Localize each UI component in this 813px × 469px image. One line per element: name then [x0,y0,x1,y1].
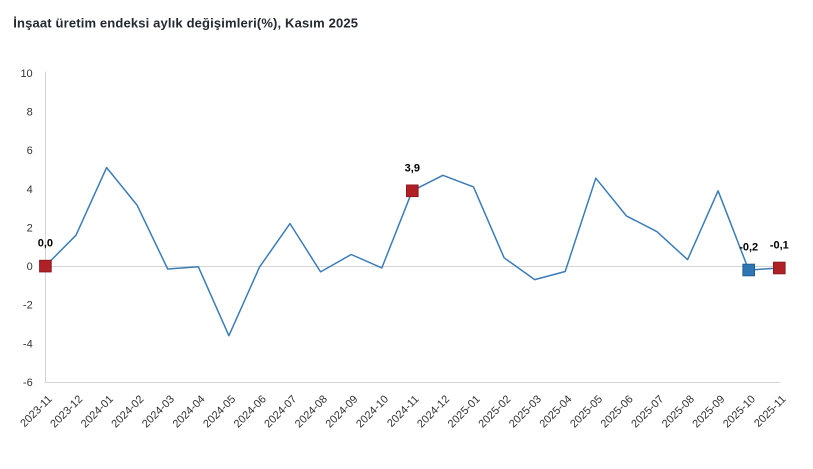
svg-text:İnşaat üretim endeksi aylık de: İnşaat üretim endeksi aylık değişimleri(… [13,16,358,31]
svg-text:4: 4 [27,184,33,196]
svg-text:-4: -4 [23,338,33,350]
svg-text:0: 0 [27,261,33,273]
svg-text:6: 6 [27,145,33,157]
svg-text:-0,2: -0,2 [739,242,758,254]
svg-text:10: 10 [20,68,32,80]
svg-text:-2: -2 [23,300,33,312]
svg-text:-6: -6 [23,377,33,389]
svg-text:2: 2 [27,223,33,235]
svg-text:8: 8 [27,107,33,119]
svg-text:-0,1: -0,1 [770,240,789,252]
svg-text:0,0: 0,0 [38,238,53,250]
svg-text:3,9: 3,9 [405,162,420,174]
